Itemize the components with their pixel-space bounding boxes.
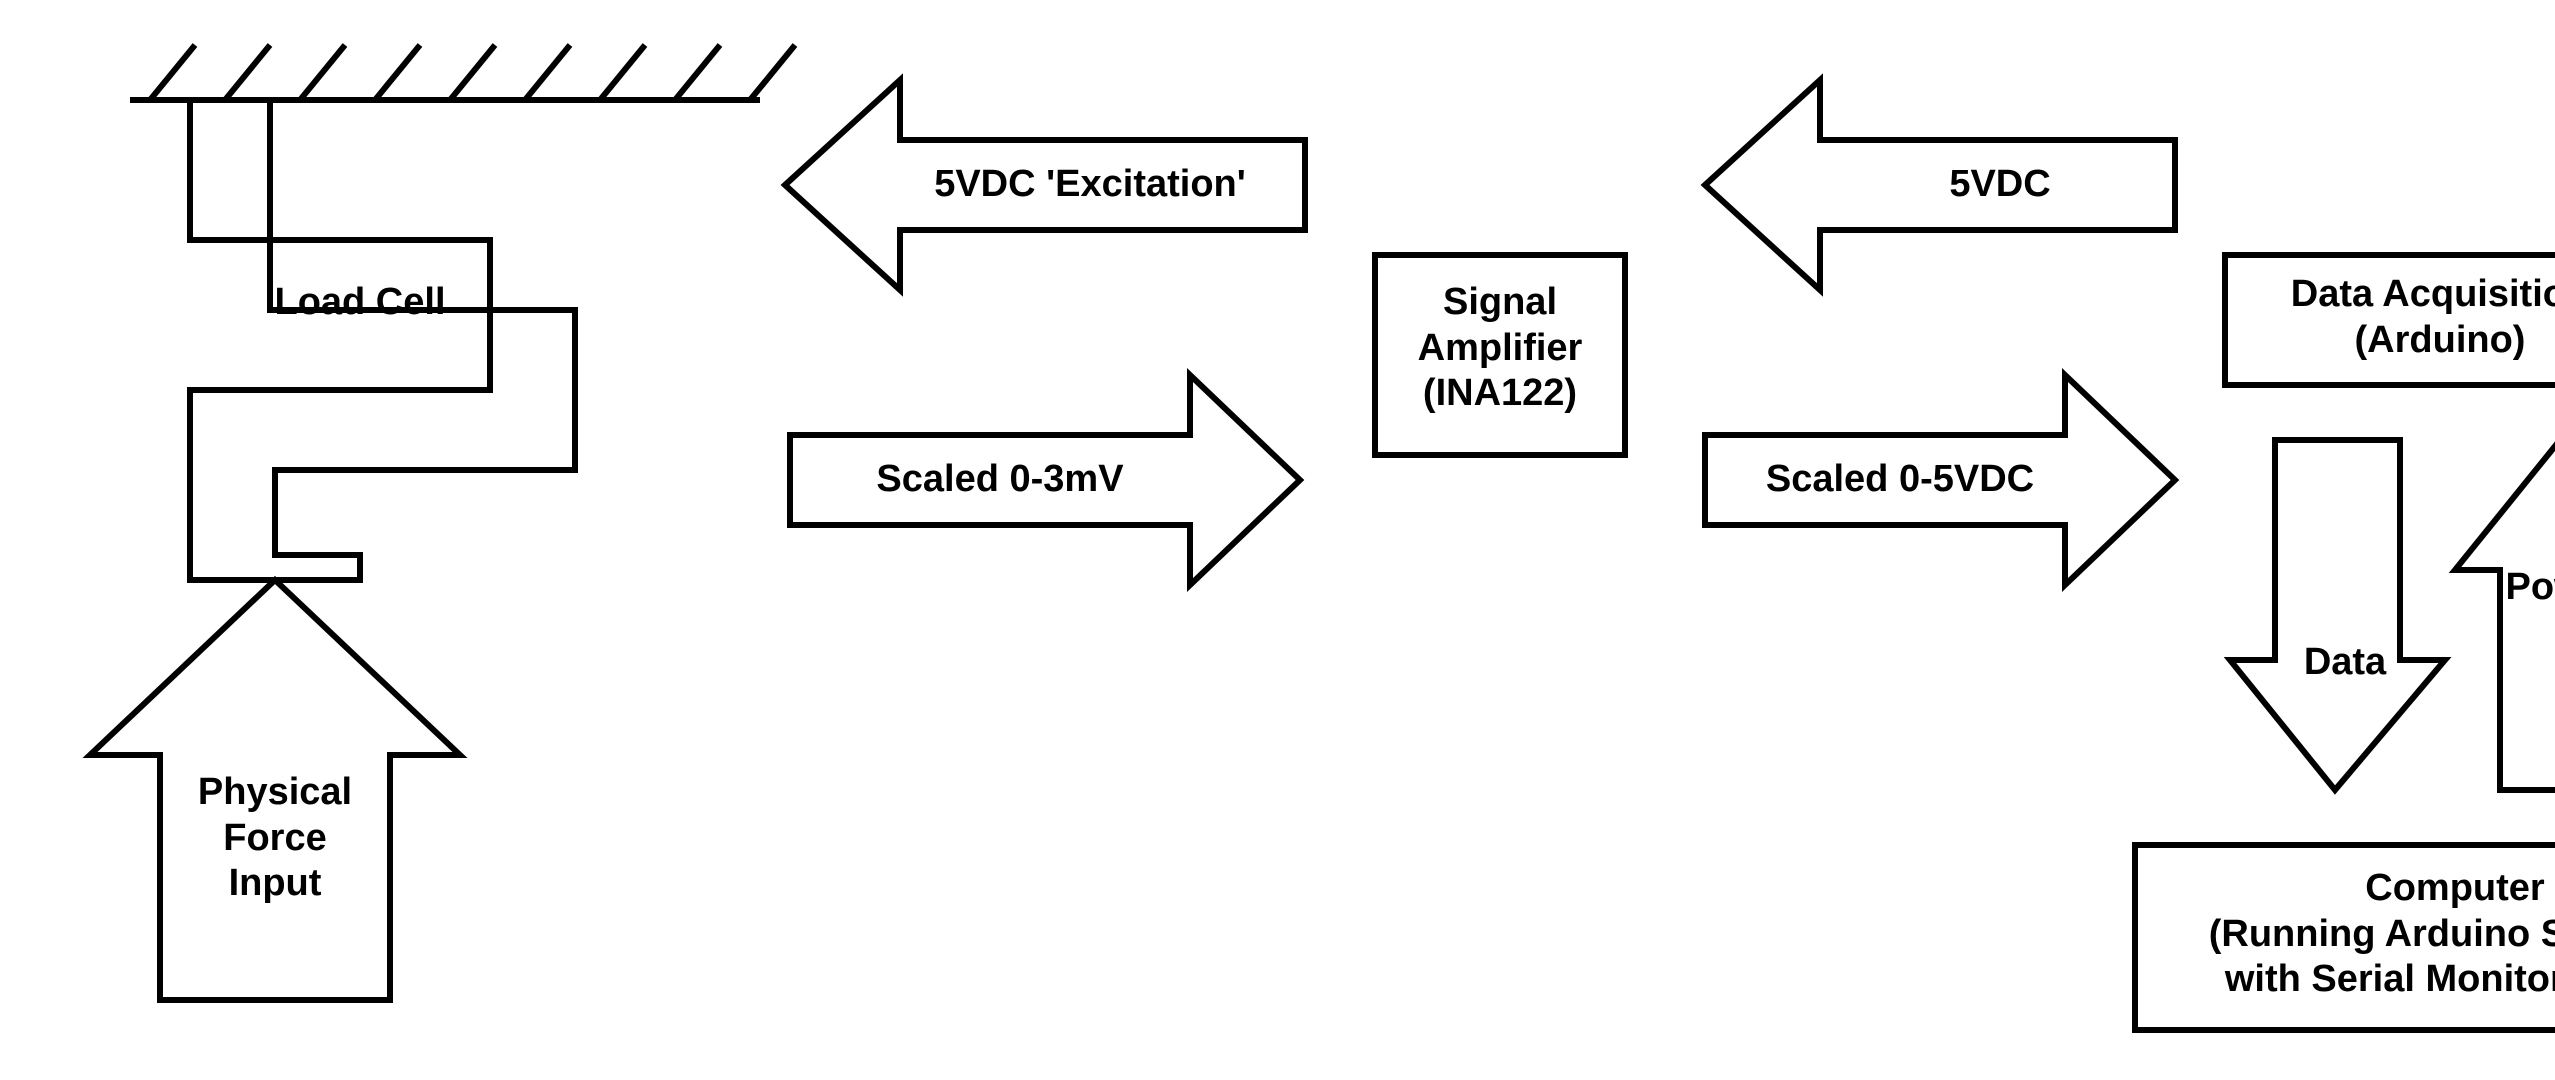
physical-line1: Physical xyxy=(198,771,352,813)
amplifier-label: Signal Amplifier (INA122) xyxy=(1380,280,1620,417)
power-arrow xyxy=(2455,440,2555,790)
scaled-vdc-label: Scaled 0-5VDC xyxy=(1720,457,2080,503)
loadcell-shape xyxy=(190,100,575,580)
computer-label: Computer (Running Arduino Software with … xyxy=(2135,866,2555,1003)
physical-label: Physical Force Input xyxy=(155,770,395,907)
physical-line3: Input xyxy=(229,862,322,904)
scaled-mv-label: Scaled 0-3mV xyxy=(820,457,1180,503)
power-label: Power xyxy=(2490,565,2555,611)
amplifier-line3: (INA122) xyxy=(1423,372,1577,414)
computer-line3: with Serial Monitor Open) xyxy=(2225,958,2555,1000)
ground-hatch xyxy=(130,45,795,100)
daq-line1: Data Acquisition xyxy=(2291,273,2555,315)
computer-line2: (Running Arduino Software xyxy=(2209,913,2555,955)
daq-label: Data Acquisition (Arduino) xyxy=(2225,272,2555,363)
data-label: Data xyxy=(2280,640,2410,686)
computer-line1: Computer xyxy=(2365,867,2544,909)
excitation-label: 5VDC 'Excitation' xyxy=(870,162,1310,208)
loadcell-label: Load Cell xyxy=(245,280,475,326)
fivevdc-label: 5VDC xyxy=(1870,162,2130,208)
daq-line2: (Arduino) xyxy=(2355,319,2526,361)
amplifier-line2: Amplifier xyxy=(1418,327,1583,369)
physical-line2: Force xyxy=(223,817,326,859)
data-arrow xyxy=(2230,440,2445,790)
amplifier-line1: Signal xyxy=(1443,281,1557,323)
